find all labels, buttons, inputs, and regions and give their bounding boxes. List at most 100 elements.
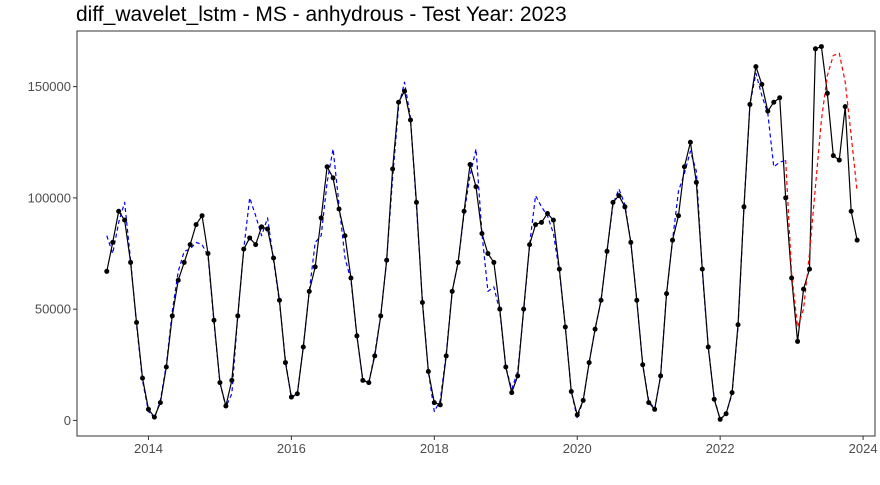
actual-data-point [598,297,604,303]
actual-data-point [497,306,503,312]
actual-data-point [205,251,211,257]
actual-data-point [348,275,354,281]
actual-data-point [568,388,574,394]
actual-data-point [699,266,705,272]
actual-data-point [378,313,384,319]
actual-data-point [753,64,759,70]
actual-data-point [187,242,193,248]
actual-data-point [848,208,854,214]
y-tick-label: 0 [64,413,71,428]
actual-data-point [509,390,515,396]
actual-data-point [134,320,140,326]
chart-title: diff_wavelet_lstm - MS - anhydrous - Tes… [76,3,567,26]
actual-data-point [473,184,479,190]
actual-data-point [681,164,687,170]
actual-data-point [181,259,187,265]
x-tick-label: 2022 [706,441,735,456]
actual-data-point [128,259,134,265]
marker-layer [104,44,860,422]
actual-data-point [818,44,824,50]
actual-data-point [199,213,205,219]
actual-data-point [610,199,616,205]
actual-data-point [163,364,169,370]
actual-data-point [789,275,795,281]
actual-data-point [294,391,300,397]
actual-data-point [777,95,783,101]
actual-data-point [628,239,634,245]
actual-data-point [116,208,122,214]
actual-data-point [175,277,181,283]
actual-data-point [211,317,217,323]
actual-data-point [836,157,842,163]
actual-data-point [300,344,306,350]
actual-data-point [312,264,318,270]
actual-data-point [151,414,157,420]
actual-data-point [288,394,294,400]
actual-data-point [235,313,241,319]
y-tick-label: 50000 [35,302,71,317]
actual-data-point [217,380,223,386]
actual-data-point [771,99,777,105]
actual-data-point [747,101,753,107]
x-tick-label: 2020 [563,441,592,456]
actual-data-point [735,322,741,328]
actual-data-point [282,360,288,366]
actual-data-point [104,268,110,274]
actual-data-point [390,166,396,172]
actual-data-point [259,224,265,230]
actual-data-point [664,291,670,297]
actual-data-point [521,306,527,312]
y-tick-label: 100000 [28,190,71,205]
actual-data-point [854,237,860,243]
actual-data-point [533,222,539,228]
actual-data-point [806,266,812,272]
actual-data-point [157,400,163,406]
actual-data-point [562,324,568,330]
actual-data-point [425,368,431,374]
actual-data-point [824,90,830,96]
actual-data-point [759,81,765,87]
actual-data-point [544,210,550,216]
actual-data-point [586,360,592,366]
actual-data-point [145,406,151,412]
actual-data-point [729,390,735,396]
plot-panel-border [76,30,876,437]
actual-data-point [723,411,729,417]
actual-data-point [366,380,372,386]
actual-data-point [330,175,336,181]
actual-data-point [360,377,366,383]
actual-data-point [461,208,467,214]
actual-data-point [592,326,598,332]
actual-data-point [687,139,693,145]
actual-data-point [795,338,801,344]
actual-data-point [527,242,533,248]
actual-data-point [652,406,658,412]
actual-data-point [574,412,580,418]
actual-data-point [384,257,390,263]
actual-data-point [640,362,646,368]
actual-data-point [271,255,277,261]
forecast-series-line [785,52,858,328]
x-tick-label: 2018 [420,441,449,456]
x-tick-label: 2016 [277,441,306,456]
actual-data-point [717,416,723,422]
actual-data-point [467,162,473,168]
actual-data-point [407,117,413,123]
actual-data-point [318,215,324,221]
x-axis: 2014 2016 2018 2020 2022 2024 [134,436,878,456]
actual-data-point [842,104,848,110]
actual-data-point [783,195,789,201]
actual-data-point [539,219,545,225]
actual-data-point [634,297,640,303]
actual-data-point [670,237,676,243]
actual-data-point [223,403,229,409]
actual-data-point [354,333,360,339]
actual-data-point [372,353,378,359]
fitted-series-line [106,72,786,420]
actual-data-point [622,204,628,210]
actual-data-point [110,239,116,245]
actual-data-point [324,164,330,170]
actual-data-point [413,199,419,205]
